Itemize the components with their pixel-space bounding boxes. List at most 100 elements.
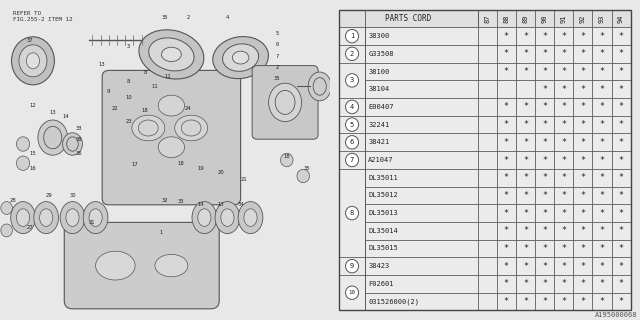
Bar [339, 10, 630, 27]
Circle shape [346, 74, 358, 87]
Text: *: * [504, 209, 509, 218]
Text: 89: 89 [522, 14, 529, 23]
Text: *: * [542, 156, 547, 164]
Bar [554, 27, 573, 45]
Bar [612, 257, 630, 275]
Text: *: * [600, 209, 604, 218]
Text: *: * [542, 49, 547, 58]
Text: 7: 7 [350, 157, 354, 163]
Ellipse shape [26, 53, 40, 69]
Text: *: * [580, 102, 586, 111]
Text: *: * [580, 173, 586, 182]
Text: *: * [523, 279, 528, 288]
Bar [339, 257, 365, 275]
Ellipse shape [175, 115, 207, 141]
Bar [365, 80, 477, 98]
Bar [554, 116, 573, 133]
Bar [477, 187, 497, 204]
Text: 35: 35 [273, 76, 280, 81]
Bar [554, 10, 573, 27]
Bar [573, 116, 593, 133]
Text: 3: 3 [127, 44, 130, 49]
Bar [339, 116, 365, 133]
Bar [573, 10, 593, 27]
Text: 90: 90 [541, 14, 548, 23]
Ellipse shape [313, 77, 326, 95]
Ellipse shape [95, 251, 135, 280]
Text: 18: 18 [284, 154, 290, 159]
Text: DL35013: DL35013 [368, 210, 398, 216]
Text: A195000068: A195000068 [595, 312, 637, 318]
FancyBboxPatch shape [102, 70, 241, 205]
Bar [477, 151, 497, 169]
Circle shape [346, 100, 358, 114]
Text: 3: 3 [350, 77, 354, 84]
Bar [593, 80, 612, 98]
Text: 29: 29 [46, 193, 53, 198]
Bar [535, 204, 554, 222]
Text: *: * [600, 226, 604, 235]
Text: *: * [542, 191, 547, 200]
Text: 35: 35 [303, 165, 310, 171]
Circle shape [346, 153, 358, 167]
Text: 16: 16 [29, 165, 36, 171]
Bar [593, 151, 612, 169]
Text: *: * [580, 49, 586, 58]
Bar [612, 187, 630, 204]
Bar [554, 257, 573, 275]
Ellipse shape [158, 95, 184, 116]
Bar [497, 80, 516, 98]
Text: *: * [619, 67, 623, 76]
Text: *: * [561, 173, 566, 182]
Text: *: * [542, 244, 547, 253]
Text: 9: 9 [350, 263, 354, 269]
Text: 13: 13 [49, 109, 56, 115]
Text: *: * [504, 173, 509, 182]
Bar [516, 63, 535, 80]
Bar [593, 204, 612, 222]
Text: *: * [542, 138, 547, 147]
Text: *: * [580, 120, 586, 129]
Bar [573, 80, 593, 98]
Ellipse shape [215, 202, 240, 234]
Text: *: * [561, 32, 566, 41]
Text: *: * [600, 49, 604, 58]
Bar [593, 187, 612, 204]
Text: 031526000(2): 031526000(2) [368, 298, 419, 305]
Ellipse shape [269, 83, 301, 122]
Ellipse shape [221, 209, 234, 227]
Bar [497, 133, 516, 151]
Bar [612, 80, 630, 98]
Text: *: * [523, 226, 528, 235]
Ellipse shape [132, 115, 165, 141]
Text: *: * [619, 120, 623, 129]
Text: *: * [580, 262, 586, 271]
Text: 38100: 38100 [368, 68, 390, 75]
Text: *: * [619, 156, 623, 164]
Text: *: * [504, 262, 509, 271]
Text: *: * [619, 297, 623, 306]
Bar [612, 98, 630, 116]
Bar [516, 10, 535, 27]
Bar [554, 169, 573, 187]
Ellipse shape [308, 72, 332, 101]
Text: 35: 35 [161, 15, 168, 20]
Bar [339, 169, 365, 257]
Text: 11: 11 [164, 74, 172, 79]
Bar [535, 222, 554, 240]
Text: *: * [580, 244, 586, 253]
Ellipse shape [38, 120, 68, 155]
Bar [339, 63, 365, 98]
Text: *: * [523, 156, 528, 164]
Bar [593, 240, 612, 257]
Text: DL35015: DL35015 [368, 245, 398, 252]
Text: *: * [542, 32, 547, 41]
Ellipse shape [181, 120, 201, 136]
Text: *: * [580, 279, 586, 288]
Text: 24: 24 [184, 106, 191, 111]
Ellipse shape [1, 202, 12, 214]
Bar [477, 169, 497, 187]
Text: *: * [542, 262, 547, 271]
Circle shape [346, 47, 358, 60]
Text: 32241: 32241 [368, 122, 390, 128]
